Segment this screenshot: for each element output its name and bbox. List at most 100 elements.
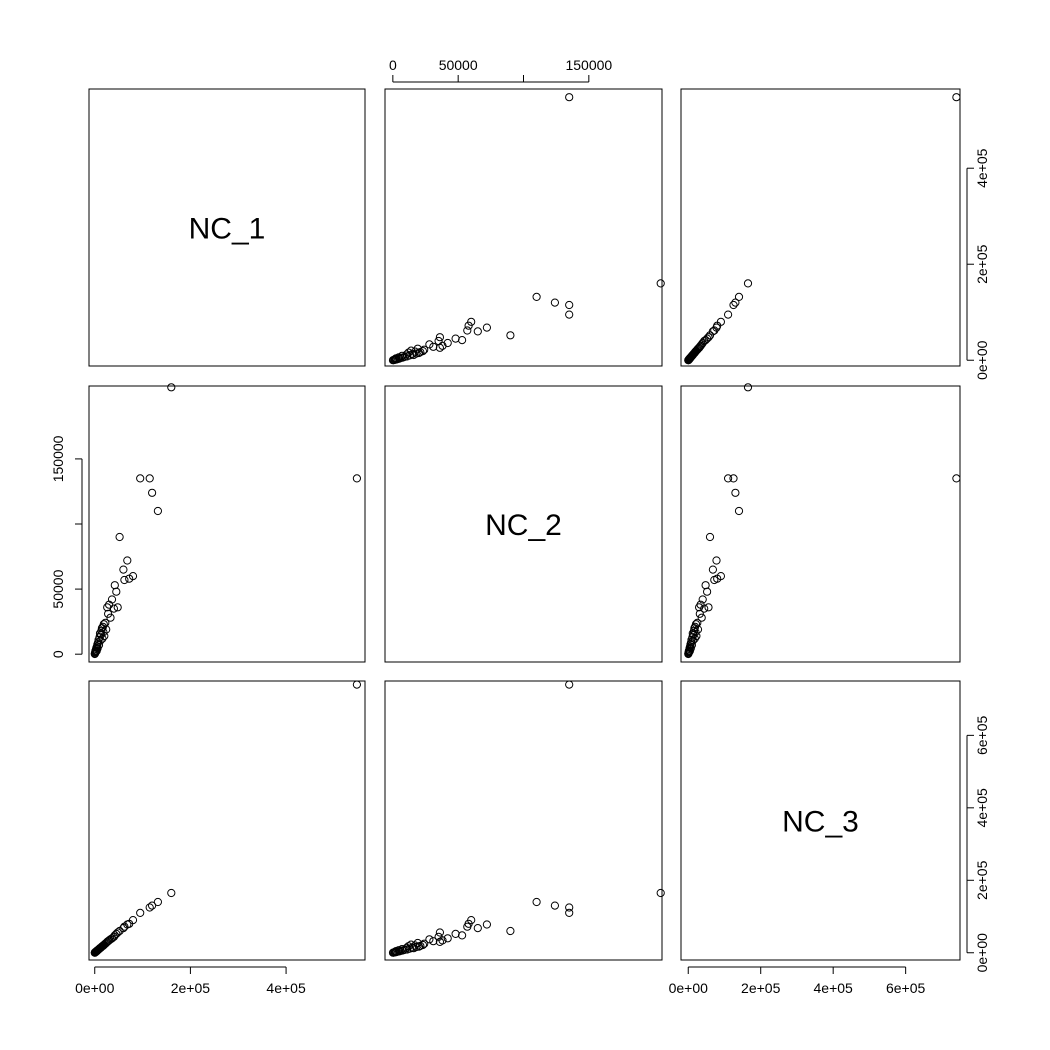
point-NC_1-NC_2-40 [463,326,472,335]
point-NC_1-NC_3-35 [701,336,710,345]
tick-label-right-NC_3: 2e+05 [974,860,990,900]
panel-NC_3-NC_1 [88,680,366,961]
point-NC_1-NC_3-44 [724,310,733,319]
point-NC_2-NC_1-24 [99,628,108,637]
tick-label-right-NC_3: 6e+05 [974,715,990,755]
panel-NC_2-NC_2 [384,385,663,663]
tick-label-left-NC_2: 150000 [50,435,66,482]
point-NC_3-NC_2-45 [565,903,574,912]
point-NC_1-NC_3-45 [729,300,738,310]
point-NC_1-NC_2-25 [418,347,427,356]
tick-label-bottom-NC_1: 0e+00 [75,980,115,996]
point-NC_2-NC_3-34 [700,604,709,613]
point-NC_2-NC_3-30 [695,609,704,618]
tick-label-bottom-NC_3: 0e+00 [669,980,709,996]
point-NC_2-NC_1-28 [102,625,111,634]
point-NC_3-NC_2-12 [394,946,403,955]
point-NC_1-NC_2-8 [395,354,404,363]
point-NC_3-NC_2-34 [434,932,443,941]
point-NC_1-NC_2-24 [411,347,420,356]
point-NC_1-NC_2-41 [482,323,491,332]
point-NC_3-NC_2-30 [429,937,438,946]
point-NC_3-NC_1-43 [128,916,138,925]
point-NC_2-NC_1-48 [167,383,176,392]
diagonal-label-NC_3: NC_3 [782,806,859,839]
point-NC_2-NC_1-45 [145,474,154,483]
panels-layer: NC_1 NC_2 NC_3 [88,88,961,961]
tick-label-right-NC_1: 4e+05 [974,148,990,188]
point-NC_2-NC_3-45 [729,474,738,483]
point-NC_1-NC_2-35 [458,336,467,345]
point-NC_2-NC_1-35 [110,581,119,590]
point-NC_2-NC_1-15 [94,641,104,650]
point-NC_2-NC_3-24 [691,628,700,637]
point-NC_3-NC_2-32 [425,935,434,944]
point-NC_2-NC_3-37 [704,603,713,612]
point-NC_1-NC_2-48 [656,279,665,288]
point-NC_1-NC_2-36 [451,334,460,343]
point-NC_3-NC_1-46 [148,901,157,910]
diagonal-label-NC_1: NC_1 [189,213,266,246]
point-NC_2-NC_3-32 [697,613,706,622]
tick-label-right-NC_3: 0e+00 [974,933,990,973]
point-NC_3-NC_2-33 [443,934,452,943]
point-NC_1-NC_3-48 [743,279,753,288]
point-NC_3-NC_1-48 [167,888,176,898]
panel-NC_2-NC_3 [680,385,961,663]
tick-label-bottom-NC_3: 6e+05 [886,980,926,996]
point-NC_2-NC_3-44 [724,474,733,483]
point-NC_2-NC_1-43 [128,572,138,581]
point-NC_3-NC_2-15 [397,945,407,954]
point-NC_1-NC_3-33 [698,338,707,348]
panel-NC_1-NC_3 [680,88,961,367]
point-NC_3-NC_1-47 [153,897,162,907]
point-NC_2-NC_1-27 [101,618,110,628]
point-NC_2-NC_3-15 [687,641,697,650]
tick-label-top-NC_2: 50000 [439,57,478,73]
point-NC_1-NC_2-43 [467,317,476,326]
panel-NC_3-NC_3 [680,680,961,961]
tick-label-right-NC_1: 2e+05 [974,244,990,284]
point-NC_1-NC_2-39 [473,327,482,336]
point-NC_3-NC_1-33 [107,934,117,943]
tick-label-left-NC_2: 0 [50,650,66,658]
point-NC_2-NC_1-41 [123,556,132,565]
point-NC_2-NC_1-38 [115,532,124,542]
point-NC_2-NC_3-36 [703,587,712,596]
point-NC_3-NC_1-49 [352,680,361,689]
diagonal-label-NC_2: NC_2 [485,509,562,542]
point-NC_1-NC_2-34 [434,336,443,346]
point-NC_1-NC_3-46 [731,298,740,307]
point-NC_2-NC_3-39 [708,565,718,574]
axes-layer: 0 50000 150000 0e+00 2e+05 4e+05 0e+00 2e+05 4e+… [50,57,990,996]
point-NC_2-NC_1-32 [106,613,115,622]
point-NC_3-NC_2-41 [482,920,491,929]
point-NC_2-NC_1-33 [107,595,117,604]
point-NC_1-NC_2-32 [425,340,434,349]
point-NC_3-NC_2-35 [458,931,467,940]
point-NC_3-NC_1-37 [113,928,122,937]
point-NC_2-NC_3-46 [731,488,740,497]
point-NC_1-NC_2-46 [550,298,560,307]
point-NC_3-NC_2-44 [565,908,574,918]
point-NC_2-NC_1-34 [109,604,119,613]
point-NC_2-NC_3-47 [734,506,744,516]
point-NC_2-NC_1-39 [119,565,128,574]
point-NC_1-NC_2-37 [435,333,444,342]
panel-NC_1-NC_1 [88,88,366,367]
tick-label-top-NC_2: 0 [389,57,397,73]
point-NC_2-NC_3-38 [705,532,715,542]
point-NC_2-NC_1-37 [113,603,122,612]
tick-label-right-NC_1: 0e+00 [974,340,990,380]
point-NC_2-NC_3-48 [743,383,753,392]
tick-label-bottom-NC_3: 2e+05 [741,980,781,996]
point-NC_1-NC_2-44 [565,310,574,319]
point-NC_2-NC_3-41 [712,556,721,565]
point-NC_2-NC_1-49 [352,474,361,483]
point-NC_3-NC_2-49 [565,680,574,689]
point-NC_1-NC_2-15 [397,351,407,360]
point-NC_1-NC_2-38 [506,331,515,340]
point-NC_2-NC_1-47 [153,506,162,516]
point-NC_2-NC_3-35 [701,581,710,590]
